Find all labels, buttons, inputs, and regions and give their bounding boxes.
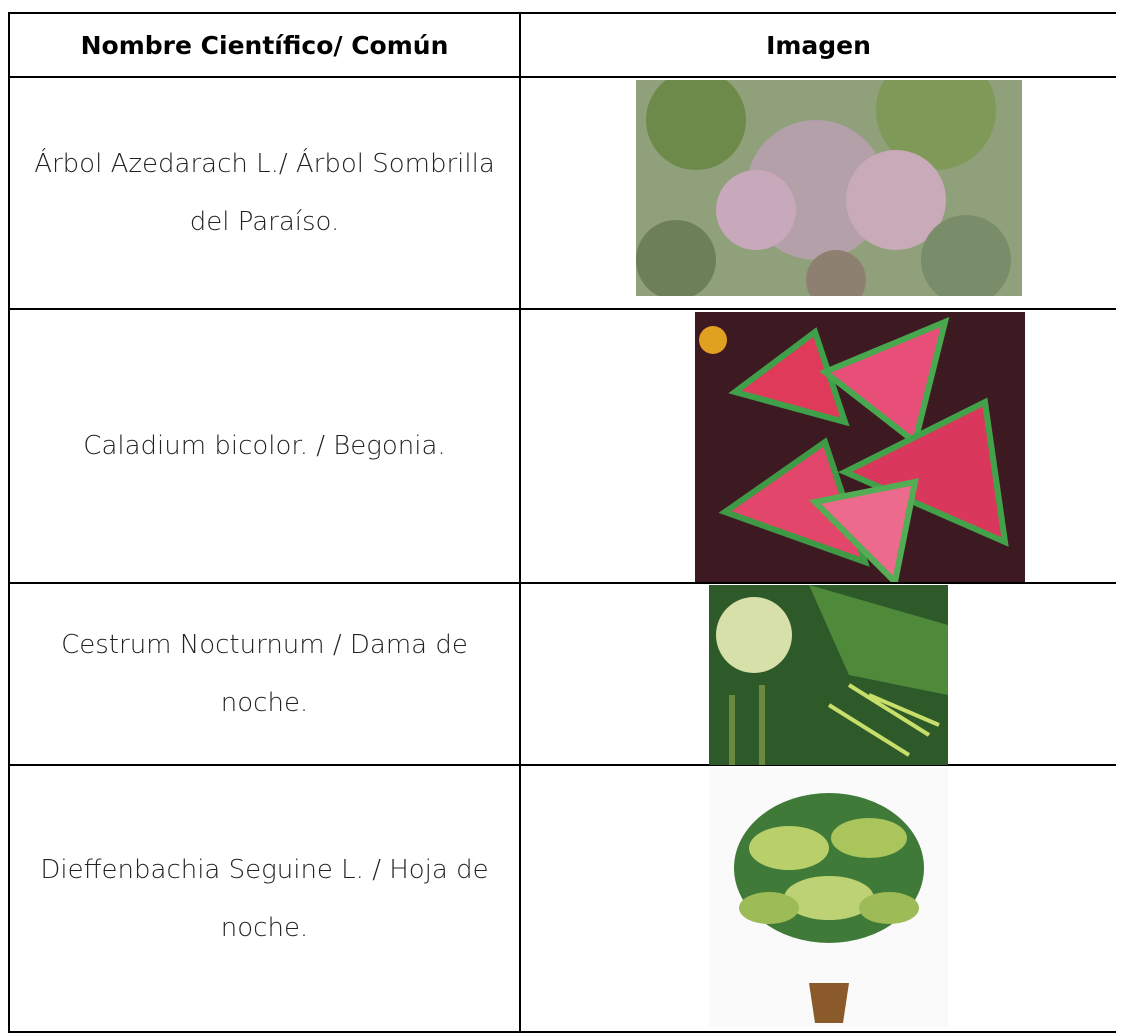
row: Cestrum Nocturnum / Dama de noche. <box>8 582 1116 766</box>
plant-image <box>695 312 1025 582</box>
plant-image <box>709 585 948 765</box>
image-cell <box>519 764 1116 1033</box>
row: Árbol Azedarach L./ Árbol Sombrilla del … <box>8 76 1116 310</box>
header-cell: Imagen <box>519 12 1116 78</box>
name-cell: Cestrum Nocturnum / Dama de noche. <box>8 582 520 766</box>
name-text: Árbol Azedarach L./ Árbol Sombrilla del … <box>34 149 495 237</box>
image-cell <box>519 582 1116 766</box>
name-text: Caladium bicolor. / Begonia. <box>83 431 446 461</box>
plant-image <box>636 80 1022 296</box>
header-row: Nombre Científico/ Común Imagen <box>8 12 1116 78</box>
image-cell <box>519 76 1116 310</box>
row: Caladium bicolor. / Begonia. <box>8 308 1116 584</box>
row: Dieffenbachia Seguine L. / Hoja de noche… <box>8 764 1116 1033</box>
name-text: Cestrum Nocturnum / Dama de noche. <box>61 630 468 718</box>
name-text: Dieffenbachia Seguine L. / Hoja de noche… <box>40 854 489 943</box>
name-cell: Dieffenbachia Seguine L. / Hoja de noche… <box>8 764 520 1033</box>
plant-table: Nombre Científico/ Común Imagen Árbol Az… <box>8 12 1116 1033</box>
image-cell <box>519 308 1116 584</box>
name-cell: Caladium bicolor. / Begonia. <box>8 308 520 584</box>
plant-image <box>709 768 948 1027</box>
header-cell: Nombre Científico/ Común <box>8 12 520 78</box>
name-cell: Árbol Azedarach L./ Árbol Sombrilla del … <box>8 76 520 310</box>
